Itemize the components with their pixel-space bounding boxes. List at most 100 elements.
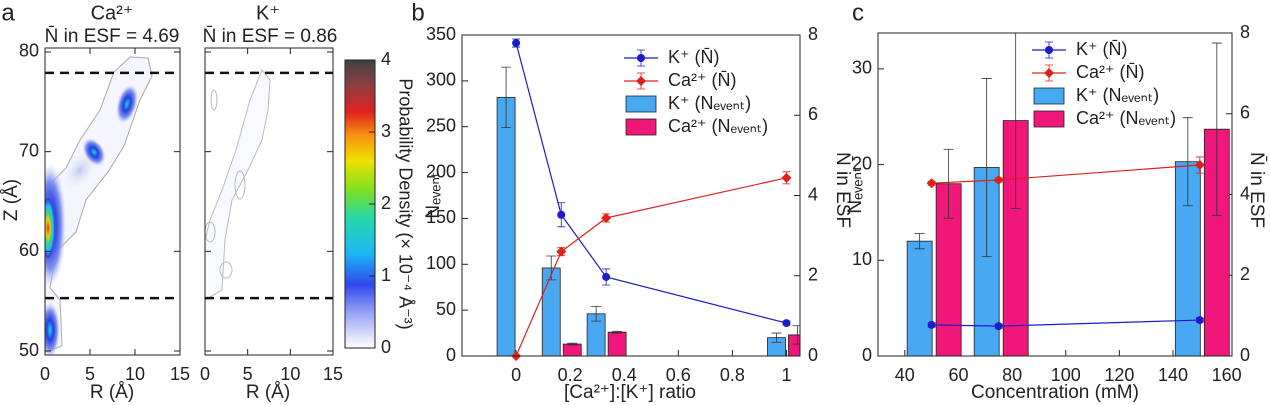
x-tick-label: 0 [511, 365, 521, 385]
colorbar-tick-label: 4 [381, 49, 391, 69]
legend-label: Ca²⁺ (N̄) [668, 70, 737, 90]
density-blob [45, 194, 56, 262]
contour [205, 221, 216, 243]
legend-label: K⁺ (Nₑᵥₑₙₜ) [668, 93, 751, 113]
colorbar-tick-label: 2 [381, 193, 391, 213]
legend-label: K⁺ (N̄) [1076, 39, 1128, 59]
x-tick-label: 60 [948, 365, 968, 385]
colorbar-tick-label: 1 [381, 265, 391, 285]
y-tick-label: 50 [19, 340, 39, 360]
contour [234, 170, 246, 200]
marker [782, 319, 791, 328]
error-bar [914, 233, 925, 250]
density-blob [45, 302, 60, 355]
marker [994, 322, 1003, 331]
legend-swatch [625, 95, 657, 113]
x-tick-label: 160 [1212, 365, 1242, 385]
axes-frame [204, 47, 334, 356]
axes-frame [877, 32, 1233, 357]
y-tick-label: 150 [426, 207, 456, 227]
marker [512, 39, 521, 48]
marker [601, 212, 612, 223]
x-tick-label: 140 [1158, 365, 1188, 385]
density-map [205, 69, 271, 301]
x-tick-label: 80 [1002, 365, 1022, 385]
y2-axis-label: N̄ in ESF [1246, 152, 1267, 228]
legend-swatch [636, 76, 646, 86]
error-bar [943, 148, 954, 219]
marker [556, 246, 567, 257]
y-tick-label: 50 [436, 299, 456, 319]
x-axis-label: R (Å) [90, 382, 134, 403]
chart-title: Ca²⁺ [91, 2, 134, 24]
bar [541, 267, 561, 356]
y-tick-label: 10 [852, 249, 872, 269]
plot-area [906, 33, 1230, 356]
y2-tick-label: 6 [1240, 103, 1250, 123]
x-tick-label: 40 [895, 365, 915, 385]
legend-swatch [1033, 87, 1065, 105]
y-tick-label: 200 [426, 161, 456, 181]
x-tick-label: 0 [40, 364, 50, 384]
marker [1194, 160, 1205, 171]
y-tick-label: 300 [426, 70, 456, 90]
y-axis-label: Nₑᵥₑₙₜ [845, 166, 866, 213]
legend-label: K⁺ (Nₑᵥₑₙₜ) [1076, 85, 1159, 105]
y-tick-label: 30 [852, 58, 872, 78]
legend-swatch [1045, 46, 1053, 54]
x-tick-label: 120 [1104, 365, 1134, 385]
x-tick-label: 0.2 [558, 365, 583, 385]
x-tick-label: 0.8 [720, 365, 745, 385]
y2-tick-label: 0 [808, 345, 818, 365]
y2-tick-label: 0 [1240, 345, 1250, 365]
y-tick-label: 80 [19, 41, 39, 61]
x-tick-label: 0.4 [612, 365, 637, 385]
x-tick-label: 5 [243, 364, 253, 384]
y2-tick-label: 6 [808, 104, 818, 124]
x-tick-label: 15 [170, 364, 190, 384]
axes-frame [44, 47, 181, 356]
density-blob [82, 138, 106, 166]
y2-tick-label: 4 [808, 184, 818, 204]
y2-tick-label: 4 [1240, 183, 1250, 203]
marker [926, 178, 937, 189]
legend-swatch [637, 54, 645, 62]
line [515, 177, 787, 357]
chart-subtitle: N̄ in ESF = 4.69 [45, 26, 180, 47]
legend-swatch [1044, 68, 1054, 78]
x-tick-label: 5 [85, 364, 95, 384]
y2-tick-label: 8 [1240, 22, 1250, 42]
legend-label: Ca²⁺ (Nₑᵥₑₙₜ) [1076, 108, 1176, 128]
y-tick-label: 100 [426, 253, 456, 273]
marker [602, 272, 611, 281]
marker [993, 174, 1004, 185]
contour [210, 89, 218, 111]
x-tick-label: 10 [125, 364, 145, 384]
y-tick-label: 350 [426, 24, 456, 44]
x-tick-label: 0.6 [666, 365, 691, 385]
bar [562, 343, 582, 356]
error-bar [981, 78, 992, 257]
marker [1195, 316, 1204, 325]
y-axis-label: Nₑᵥₑₙₜ [423, 171, 444, 218]
line [931, 164, 1200, 184]
y-tick-label: 70 [19, 140, 39, 160]
chart-title: K⁺ [256, 2, 280, 24]
error-bar [1182, 117, 1193, 207]
colorbar-tick-label: 3 [381, 121, 391, 141]
x-tick-label: 0 [200, 364, 210, 384]
marker [927, 320, 936, 329]
x-tick-label: 100 [1051, 365, 1081, 385]
x-tick-label: 15 [323, 364, 343, 384]
contour [45, 56, 153, 353]
chart-subtitle: N̄ in ESF = 0.86 [203, 26, 338, 47]
error-bar [612, 330, 623, 334]
bar [906, 240, 933, 356]
bar [496, 96, 516, 356]
x-axis-label: R (Å) [246, 382, 290, 403]
error-bar [591, 306, 602, 322]
marker [557, 210, 566, 219]
axes-frame [461, 34, 801, 357]
